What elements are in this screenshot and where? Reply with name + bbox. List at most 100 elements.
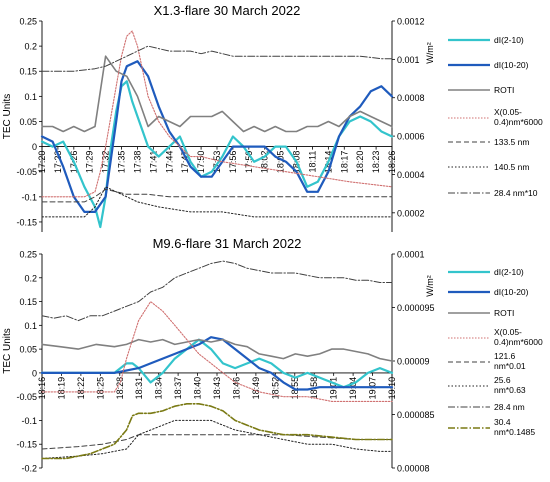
series-line-7 [41,403,393,460]
y-tick-label: 0.1 [24,92,37,102]
x-tick-label: 18:11 [307,151,317,173]
x-tick-label: 18:17 [339,151,349,174]
legend-label: 140.5 nm [494,162,529,172]
legend-label: dI(2-10) [494,35,524,45]
y-axis-label: TEC Units [2,328,13,374]
series-line-3 [41,30,393,198]
legend-label: 121.6 nm*0.01 [494,351,526,371]
y2-tick-label: 0.0001 [397,250,425,260]
x-tick-label: 18:19 [56,377,66,400]
y2-tick-label: 0.001 [397,55,420,65]
x-tick-label: 18:46 [231,377,241,400]
x-tick-label: 18:49 [251,377,261,400]
chart-panel-2: M9.6-flare 31 March 2022 TEC Units W/m² 0.2… [2,236,543,474]
x-tick-label: 17:53 [212,151,222,174]
series-line-6 [41,45,393,72]
x-tick-label: 17:50 [196,151,206,174]
y-tick-label: 0.05 [19,117,37,127]
y-axis-label: TEC Units [2,94,13,140]
legend-label: dI(2-10) [494,267,524,277]
x-tick-label: 18:37 [173,377,183,400]
x-tick-label: 18:26 [387,151,397,174]
x-tick-label: 18:25 [95,377,105,400]
y-tick-label: -0.05 [16,392,37,402]
series-line-0 [40,338,394,389]
y-tick-label: 0.2 [24,42,37,52]
x-tick-label: 17:59 [244,151,254,174]
y-tick-label: -0.2 [21,464,37,474]
legend-label: X(0.05-0.4)nm*6000 [494,327,543,347]
y2-tick-label: 0.00008 [397,464,430,474]
legend-label: 133.5 nm [494,137,529,147]
y-tick-label: -0.15 [16,440,37,450]
x-tick-label: 18:02 [260,151,270,174]
y-tick-label: 0.15 [19,67,37,77]
series-line-1 [40,336,394,391]
y-tick-label: 0.2 [24,273,37,283]
legend-label: ROTI [494,308,514,318]
y-tick-label: -0.05 [16,167,37,177]
legend-label: 28.4 nm [494,402,525,412]
y2-tick-label: 0.0004 [397,170,425,180]
y2-tick-label: 0.000095 [397,303,435,313]
x-tick-label: 18:40 [193,377,203,400]
x-tick-label: 17:29 [85,151,95,174]
y-tick-label: 0.1 [24,321,37,331]
y2-axis-label: W/m² [425,275,435,297]
x-tick-label: 17:20 [37,151,47,174]
legend-label: dI(10-20) [494,60,529,70]
y2-tick-label: 0.000085 [397,410,435,420]
x-tick-label: 18:20 [355,151,365,174]
chart-title: M9.6-flare 31 March 2022 [153,236,302,251]
y2-tick-label: 0.0008 [397,93,425,103]
x-tick-label: 18:23 [371,151,381,174]
x-tick-label: 17:44 [164,151,174,174]
y-tick-label: -0.1 [21,192,37,202]
x-tick-label: 17:38 [132,151,142,174]
chart-title: X1.3-flare 30 March 2022 [154,3,301,18]
y-tick-label: -0.1 [21,416,37,426]
x-tick-label: 17:35 [117,151,127,174]
x-tick-label: 17:56 [228,151,238,174]
x-tick-label: 17:47 [180,151,190,174]
series-line-2 [41,338,393,362]
x-tick-label: 18:52 [270,377,280,400]
y2-tick-label: 0.00009 [397,357,430,367]
series-line-0 [40,80,394,229]
series-line-6 [41,260,393,322]
legend-label: dI(10-20) [494,287,529,297]
x-tick-label: 18:16 [37,377,47,400]
x-tick-label: 17:41 [148,151,158,174]
x-tick-label: 18:28 [115,377,125,400]
series-line-4 [41,434,393,450]
y-tick-label: 0.05 [19,345,37,355]
x-tick-label: 18:31 [134,377,144,400]
chart-panel-1: X1.3-flare 30 March 2022 TEC Units W/m² 0.2… [2,3,543,232]
y2-tick-label: 0.0006 [397,132,425,142]
legend-label: 25.6 nm*0.63 [494,375,526,395]
series-line-5 [41,186,393,218]
y-tick-label: 0 [32,368,37,378]
series-line-4 [41,188,393,203]
y-tick-label: 0.25 [19,250,37,260]
y2-tick-label: 0.0002 [397,208,425,218]
x-tick-label: 18:22 [76,377,86,400]
y-tick-label: -0.15 [16,217,37,227]
legend-label: 30.4 nm*0.1485 [494,417,535,437]
y2-axis-label: W/m² [425,42,435,64]
y-tick-label: 0.25 [19,17,37,27]
legend-label: ROTI [494,85,514,95]
y-tick-label: 0 [32,142,37,152]
y-tick-label: 0.15 [19,297,37,307]
x-tick-label: 18:34 [154,377,164,400]
x-tick-label: 18:05 [276,151,286,174]
x-tick-label: 17:23 [53,151,63,174]
series-line-5 [41,419,393,459]
x-tick-label: 17:32 [101,151,111,174]
x-tick-label: 18:43 [212,377,222,400]
y2-tick-label: 0.0012 [397,17,425,27]
series-line-1 [40,60,394,213]
legend-label: 28.4 nm*10 [494,188,538,198]
